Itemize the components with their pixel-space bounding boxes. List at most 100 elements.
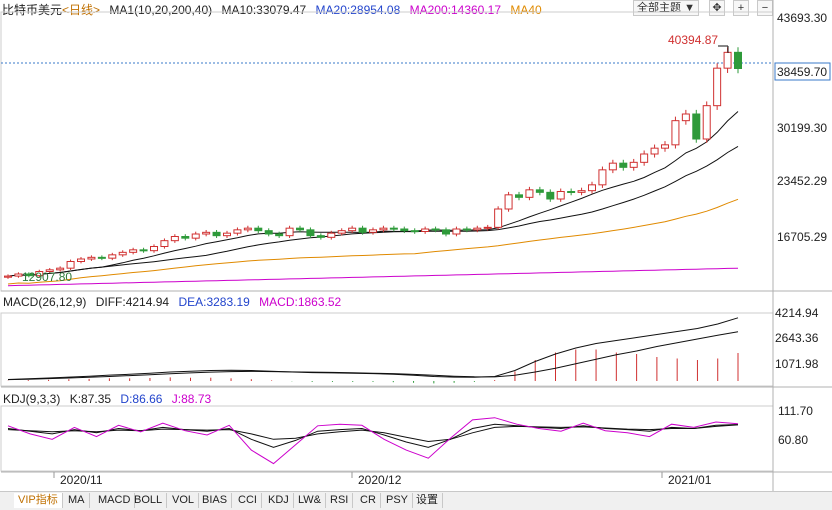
candle: [702, 101, 711, 143]
ma200-line: [7, 267, 739, 287]
candle: [389, 225, 398, 232]
tab-settings[interactable]: 设置: [412, 493, 443, 508]
macd-label[interactable]: MACD(26,12,9): [3, 295, 87, 309]
candle: [275, 231, 284, 238]
candle: [442, 227, 450, 237]
candle: [692, 109, 701, 143]
period-label[interactable]: <日线>: [62, 3, 101, 17]
low-annotation: 12907.80: [22, 270, 72, 284]
price-tick-label: 16705.29: [777, 230, 827, 244]
tab-rsi[interactable]: RSI: [326, 493, 354, 508]
candle: [567, 188, 576, 196]
candle: [483, 224, 492, 231]
candle: [285, 225, 294, 238]
candle: [504, 191, 513, 212]
macd-tick-label: 1071.98: [775, 357, 819, 371]
macd-legend: MACD(26,12,9) DIFF:4214.94 DEA:3283.19 M…: [3, 295, 347, 309]
candle: [181, 234, 190, 241]
price-tick-label: 23452.29: [777, 174, 827, 188]
candle: [379, 225, 388, 233]
candle: [191, 231, 200, 241]
price-tick-label: 43693.30: [777, 11, 827, 25]
candle: [202, 229, 211, 237]
ma20-value: MA20:28954.08: [315, 3, 401, 17]
tab-ma[interactable]: MA: [64, 493, 90, 508]
tab-bias[interactable]: BIAS: [198, 493, 233, 508]
candle: [77, 257, 85, 264]
candle: [734, 47, 742, 74]
tab-kdj[interactable]: KDJ: [264, 493, 294, 508]
tab-macd[interactable]: MACD: [94, 493, 136, 508]
kdj-j: J:88.73: [171, 392, 212, 406]
candle: [494, 206, 503, 230]
kdj-d: D:86.66: [120, 392, 163, 406]
kdj-j-line: [7, 417, 739, 465]
candle: [369, 227, 377, 235]
macd-tick-label: 2643.36: [775, 331, 819, 345]
macd-diff: DIFF:4214.94: [95, 295, 170, 309]
candle: [452, 226, 461, 237]
x-axis-label: 2020/12: [358, 473, 402, 487]
ma-label[interactable]: MA1(10,20,200,40): [109, 3, 213, 17]
tab-boll[interactable]: BOLL: [130, 493, 168, 508]
kdj-legend: KDJ(9,3,3) K:87.35 D:86.66 J:88.73: [3, 392, 217, 406]
candle: [97, 255, 106, 261]
kdj-d-line: [7, 424, 739, 443]
candle: [129, 247, 138, 255]
candle: [170, 234, 179, 243]
candle: [14, 272, 23, 278]
tab-vip[interactable]: VIP指标: [14, 493, 63, 508]
candle: [588, 181, 596, 194]
tab-lw[interactable]: LW&: [294, 493, 327, 508]
candle: [264, 228, 273, 237]
candle: [35, 269, 44, 278]
x-axis-label: 2021/01: [668, 473, 712, 487]
candle: [431, 226, 440, 233]
candle: [681, 109, 690, 125]
kdj-k: K:87.35: [69, 392, 112, 406]
candle: [118, 250, 127, 257]
current-price-box: [774, 62, 831, 81]
tab-psy[interactable]: PSY: [382, 493, 414, 508]
candle: [640, 150, 649, 166]
price-tick-label: 30199.30: [777, 121, 827, 135]
macd-dea: DEA:3283.19: [178, 295, 250, 309]
candle: [535, 186, 544, 196]
candle: [223, 230, 231, 238]
candle: [462, 226, 471, 233]
candle: [608, 159, 617, 174]
ma10-line: [7, 111, 739, 277]
high-annotation: 40394.87: [668, 33, 718, 47]
tab-cci[interactable]: CCI: [234, 493, 262, 508]
kdj-k-line: [7, 423, 739, 448]
candle: [306, 227, 315, 238]
candle: [108, 252, 117, 261]
tab-vol[interactable]: VOL: [168, 493, 200, 508]
candle: [515, 191, 523, 201]
ma40-value: MA40: [510, 3, 542, 17]
candle: [150, 244, 158, 253]
tab-cr[interactable]: CR: [356, 493, 381, 508]
candle: [243, 225, 252, 233]
diff-line: [7, 317, 739, 380]
candle: [358, 225, 367, 235]
macd-value: MACD:1863.52: [259, 295, 342, 309]
dea-line: [7, 331, 739, 381]
candle: [296, 225, 304, 233]
candle: [410, 228, 419, 234]
kdj-label[interactable]: KDJ(9,3,3): [3, 392, 61, 406]
candle: [713, 63, 722, 110]
candle: [45, 268, 54, 274]
candle: [400, 226, 409, 234]
candle: [24, 272, 33, 278]
chart-canvas[interactable]: 43693.30 30199.30 23452.29 16705.29 4214.94 2…: [0, 0, 832, 491]
candle: [327, 230, 336, 240]
candle: [473, 225, 482, 233]
candle: [4, 274, 12, 279]
price-legend: 比特币美元<日线> MA1(10,20,200,40) MA10:33079.4…: [2, 1, 548, 18]
indicator-tabs: VIP指标 MA MACD BOLL VOL BIAS CCI KDJ LW& RSI CR PSY 设…: [0, 491, 832, 510]
ma200-value: MA200:14360.17: [409, 3, 502, 17]
candle: [233, 227, 242, 236]
symbol-name: 比特币美元: [2, 3, 63, 17]
candle: [87, 255, 96, 261]
